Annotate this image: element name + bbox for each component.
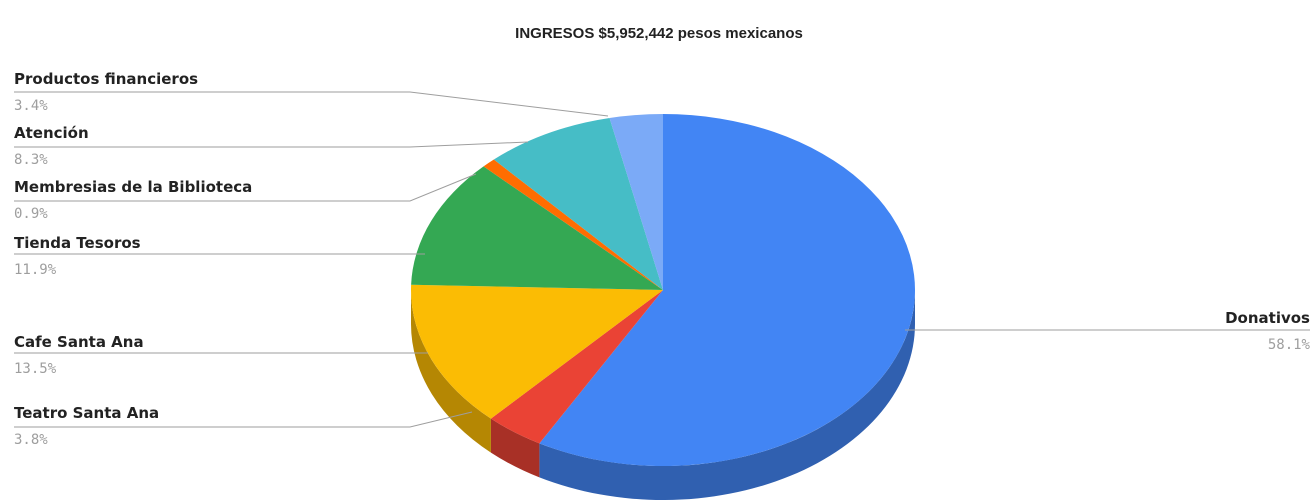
leader-line-teatro-santa-ana <box>14 411 473 428</box>
slice-label-membresias-de-la-biblioteca: Membresias de la Biblioteca <box>14 178 252 196</box>
slice-atenci-n[interactable] <box>493 118 663 291</box>
slice-percent-teatro-santa-ana: 3.8% <box>14 432 48 448</box>
slice-label-productos-financieros: Productos financieros <box>14 70 198 88</box>
slice-productos-financieros[interactable] <box>609 114 663 290</box>
slice-percent-membresias-de-la-biblioteca: 0.9% <box>14 206 48 222</box>
pie-top <box>411 114 916 466</box>
slice-percent-tienda-tesoros: 11.9% <box>14 262 57 278</box>
slice-percent-atenci-n: 8.3% <box>14 152 48 168</box>
slice-label-teatro-santa-ana: Teatro Santa Ana <box>14 404 159 422</box>
chart-title: INGRESOS $5,952,442 pesos mexicanos <box>515 25 803 42</box>
slice-label-cafe-santa-ana: Cafe Santa Ana <box>14 333 144 351</box>
slice-label-donativos: Donativos <box>1225 309 1310 327</box>
leader-lines <box>14 91 1310 428</box>
leader-line-atenci-n <box>14 141 529 148</box>
slice-donativos[interactable] <box>539 114 916 466</box>
slice-membresias-de-la-biblioteca[interactable] <box>483 159 663 290</box>
slice-tienda-tesoros[interactable] <box>411 166 663 290</box>
slice-percent-donativos: 58.1% <box>1268 337 1311 353</box>
slice-teatro-santa-ana[interactable] <box>490 290 663 444</box>
leader-line-membresias-de-la-biblioteca <box>14 173 477 202</box>
leader-line-productos-financieros <box>14 91 609 117</box>
slice-side-donativos <box>539 290 915 500</box>
slice-percent-cafe-santa-ana: 13.5% <box>14 361 57 377</box>
slice-cafe-santa-ana[interactable] <box>411 284 663 419</box>
slice-percent-productos-financieros: 3.4% <box>14 98 48 114</box>
slice-label-tienda-tesoros: Tienda Tesoros <box>14 234 141 252</box>
slice-labels: Donativos 58.1% Teatro Santa Ana 3.8% Cafe S… <box>14 70 1311 448</box>
slice-side-teatro-santa-ana <box>490 418 540 478</box>
slice-label-atenci-n: Atención <box>14 124 89 142</box>
